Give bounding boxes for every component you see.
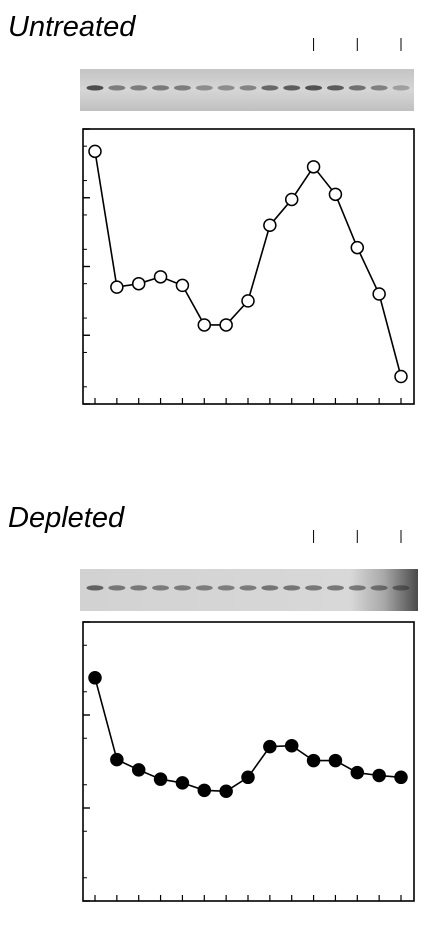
plot-frame <box>82 621 415 902</box>
data-point <box>263 218 277 232</box>
data-point <box>110 752 124 767</box>
gel-band <box>305 585 323 591</box>
gel-band <box>86 85 104 91</box>
data-point <box>372 768 386 783</box>
data-point <box>219 318 233 332</box>
data-point <box>197 318 212 332</box>
data-point <box>241 294 255 308</box>
chart-area <box>82 621 415 902</box>
sedimentation-markers <box>313 530 402 543</box>
data-point <box>175 278 190 293</box>
gel-band <box>152 585 170 591</box>
data-point <box>131 276 146 291</box>
gel-band <box>348 85 366 91</box>
data-point <box>241 770 255 785</box>
series-line <box>94 151 402 377</box>
gel-band <box>261 85 279 91</box>
gel-band <box>108 85 126 91</box>
data-point <box>131 763 146 777</box>
sedimentation-markers <box>313 38 402 51</box>
gel-band <box>217 85 235 91</box>
data-point <box>394 770 408 785</box>
data-point <box>175 776 190 790</box>
data-point <box>328 187 343 202</box>
plot-frame <box>82 128 415 405</box>
data-point <box>153 772 168 786</box>
gel-band <box>326 585 344 591</box>
data-point <box>263 739 277 754</box>
gel-band <box>195 85 213 91</box>
gel-band <box>326 85 344 91</box>
gel-band <box>152 85 170 91</box>
gel-image <box>80 69 414 111</box>
gel-band <box>195 585 213 591</box>
gel-band <box>392 85 410 91</box>
gel-band <box>305 85 323 91</box>
gel-band <box>348 585 366 591</box>
gel-band <box>239 85 257 91</box>
panel-title: Untreated <box>8 11 136 43</box>
data-point <box>350 240 365 255</box>
gel-band <box>86 585 104 591</box>
data-point <box>153 270 168 284</box>
chart-area <box>82 128 415 405</box>
gel-band <box>173 85 191 91</box>
data-point <box>88 671 102 685</box>
data-point <box>350 765 365 780</box>
gel-band <box>392 585 410 591</box>
gel-band <box>217 585 235 591</box>
panel-title: Depleted <box>8 502 125 534</box>
gel-band <box>239 585 257 591</box>
data-point <box>284 192 299 207</box>
data-point <box>110 280 124 294</box>
data-point <box>372 287 386 301</box>
untreated-panel: Untreated <box>8 11 415 405</box>
data-point <box>197 783 212 798</box>
gel-band <box>173 585 191 591</box>
gel-band <box>130 85 148 91</box>
gel-band <box>261 585 279 591</box>
data-point <box>306 753 321 768</box>
gel-band <box>370 585 388 591</box>
data-point <box>88 144 102 159</box>
gel-band <box>283 85 301 91</box>
gel-image <box>80 569 418 611</box>
gel-band <box>283 585 301 591</box>
data-point <box>284 738 299 753</box>
data-point <box>219 784 233 799</box>
data-point <box>306 160 321 174</box>
gel-band <box>108 585 126 591</box>
depleted-panel: Depleted <box>8 502 418 902</box>
gel-band <box>130 585 148 591</box>
gel-band <box>370 85 388 91</box>
data-point <box>328 753 343 768</box>
data-point <box>394 369 408 384</box>
